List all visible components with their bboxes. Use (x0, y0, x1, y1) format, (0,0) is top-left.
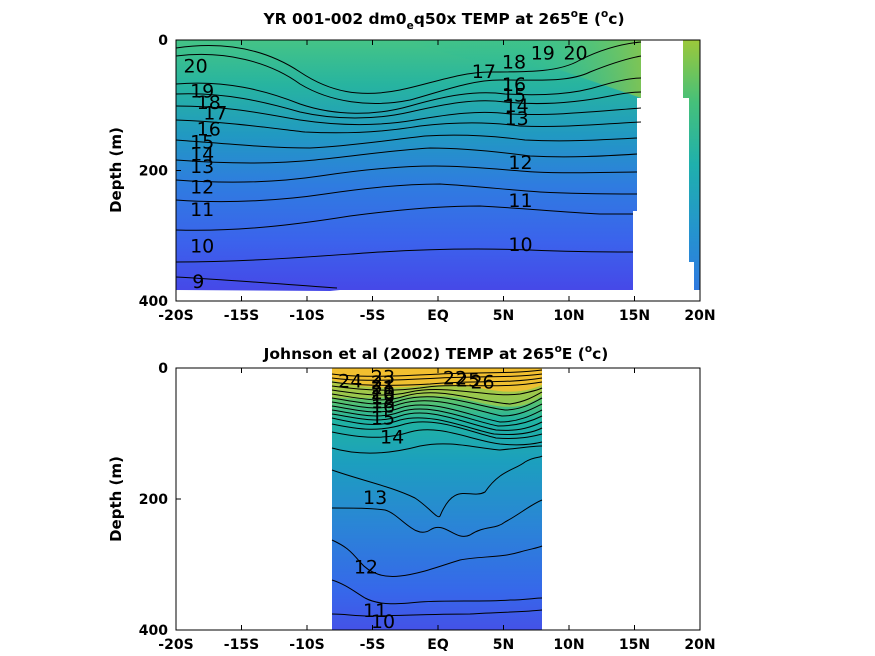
contour-label: 11 (190, 199, 214, 221)
contour-label: 15 (371, 407, 395, 429)
x-tick-label: EQ (427, 308, 449, 324)
y-tick-label: 200 (139, 164, 168, 180)
y-tick-label: 0 (158, 361, 168, 377)
chart-title: Johnson et al (2002) TEMP at 265oE (oc) (263, 343, 609, 363)
chart-title: YR 001-002 dm0eq50x TEMP at 265oE (oc) (262, 8, 624, 32)
contour-label: 10 (371, 611, 395, 633)
contour-label: 20 (563, 43, 587, 65)
y-tick-label: 400 (139, 623, 168, 639)
contour-label: 11 (508, 190, 532, 212)
contour-label: 19 (531, 43, 555, 65)
contour-label: 13 (190, 156, 214, 178)
x-tick-label: 5N (493, 637, 514, 653)
x-tick-label: -15S (224, 308, 259, 324)
contour-label: 20 (371, 382, 395, 404)
x-tick-label: -10S (289, 637, 324, 653)
x-tick-label: 20N (684, 308, 715, 324)
x-tick-label: 10N (553, 308, 584, 324)
contour-lines (175, 41, 642, 289)
contour-label: 23 (371, 367, 395, 389)
x-tick-label: -20S (158, 637, 193, 653)
x-tick-label: 15N (619, 308, 650, 324)
axis-ticks: -20S -15S -10S -5S EQ 5N 10N 15N 20N 0 200 400 (139, 33, 716, 324)
contour-label: 12 (354, 557, 378, 579)
contour-label: 26 (470, 371, 494, 393)
x-tick-label: 20N (684, 637, 715, 653)
contour-label: 11 (363, 600, 387, 622)
contour-label: 17 (472, 61, 496, 83)
contour-label: 12 (508, 152, 532, 174)
x-tick-label: 15N (619, 637, 650, 653)
temperature-field (176, 40, 700, 291)
contour-label: 15 (190, 131, 214, 153)
contour-label: 18 (371, 391, 395, 413)
contour-label: 10 (190, 236, 214, 258)
contour-label: 16 (197, 118, 221, 140)
contour-label: 14 (380, 426, 404, 448)
temperature-field (332, 368, 542, 630)
contour-label: 10 (508, 234, 532, 256)
contour-label: 15 (502, 84, 526, 106)
y-tick-label: 200 (139, 492, 168, 508)
contour-label: 19 (371, 386, 395, 408)
contour-label: 9 (192, 271, 204, 293)
contour-label: 19 (190, 80, 214, 102)
contour-lines (331, 369, 543, 617)
x-tick-label: -10S (289, 308, 324, 324)
top-panel: YR 001-002 dm0eq50x TEMP at 265oE (oc) 2… (107, 8, 716, 324)
contour-label: 24 (338, 371, 362, 393)
x-tick-label: -5S (360, 308, 386, 324)
contour-label: 18 (197, 92, 221, 114)
y-axis-label: Depth (m) (107, 456, 125, 542)
contour-label: 20 (184, 56, 208, 78)
contour-label: 25 (456, 369, 480, 391)
contour-label: 13 (363, 487, 387, 509)
contour-label: 21 (371, 377, 395, 399)
contour-label: 14 (505, 95, 529, 117)
axis-ticks: -20S -15S -10S -5S EQ 5N 10N 15N 20N 0 200 400 (139, 361, 716, 653)
x-tick-label: -15S (224, 637, 259, 653)
contour-label: 22 (371, 372, 395, 394)
contour-label: 18 (502, 52, 526, 74)
y-axis-label: Depth (m) (107, 127, 125, 213)
x-tick-label: 5N (493, 308, 514, 324)
contour-label: 16 (502, 74, 526, 96)
contour-label: 16 (371, 396, 395, 418)
contour-label: 17 (203, 103, 227, 125)
contour-label: 12 (190, 176, 214, 198)
x-tick-label: EQ (427, 637, 449, 653)
bottom-panel: Johnson et al (2002) TEMP at 265oE (oc) (107, 343, 716, 653)
x-tick-label: -20S (158, 308, 193, 324)
y-tick-label: 400 (139, 294, 168, 310)
x-tick-label: 10N (553, 637, 584, 653)
contour-label: 14 (190, 144, 214, 166)
contour-label: 13 (505, 108, 529, 130)
x-tick-label: -5S (360, 637, 386, 653)
contour-label: 22 (443, 367, 467, 389)
y-tick-label: 0 (158, 33, 168, 49)
